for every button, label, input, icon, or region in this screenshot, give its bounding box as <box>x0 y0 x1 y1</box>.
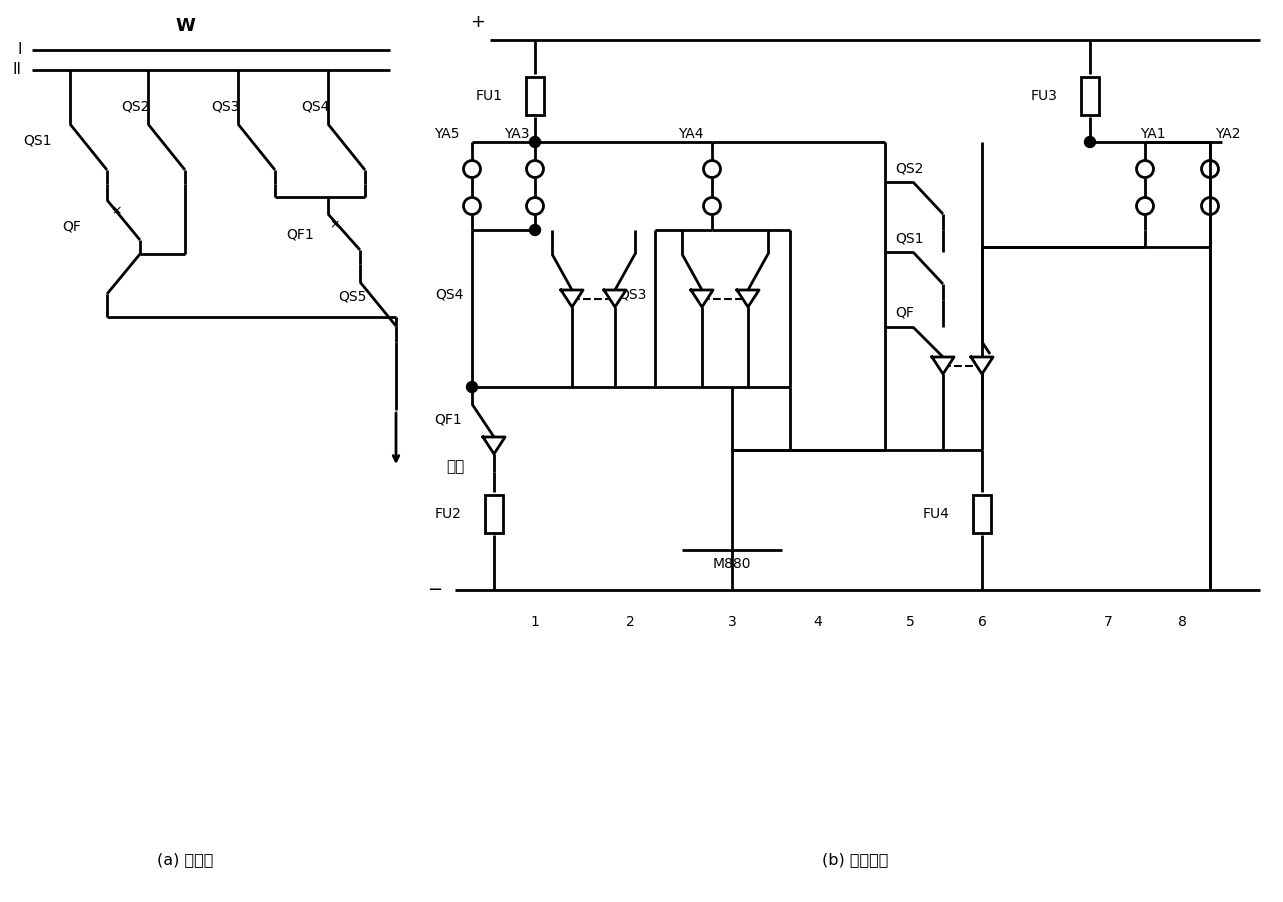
Text: II: II <box>13 62 22 78</box>
Text: 1: 1 <box>531 615 539 629</box>
Text: YA3: YA3 <box>504 127 530 141</box>
Text: QS1: QS1 <box>23 133 53 147</box>
Text: QF: QF <box>62 220 81 234</box>
Text: QS4: QS4 <box>300 100 330 114</box>
Text: I: I <box>18 42 22 58</box>
Polygon shape <box>931 357 955 374</box>
Text: FU1: FU1 <box>476 89 503 103</box>
Circle shape <box>530 136 540 148</box>
Text: 4: 4 <box>813 615 822 629</box>
Text: QS5: QS5 <box>337 290 367 304</box>
Text: 2: 2 <box>626 615 634 629</box>
Text: +: + <box>471 13 485 31</box>
Text: QS3: QS3 <box>618 287 647 301</box>
Text: 5: 5 <box>906 615 915 629</box>
Bar <box>1082 77 1100 115</box>
Text: FU4: FU4 <box>924 507 949 521</box>
Text: FU3: FU3 <box>1032 89 1058 103</box>
Text: (b) 闭锁电路: (b) 闭锁电路 <box>822 852 888 868</box>
Text: ×: × <box>330 218 340 232</box>
Text: QS1: QS1 <box>896 231 924 245</box>
Text: 8: 8 <box>1178 615 1187 629</box>
Bar <box>485 495 503 533</box>
Text: YA4: YA4 <box>679 127 704 141</box>
Polygon shape <box>604 290 626 307</box>
Text: QS4: QS4 <box>436 287 464 301</box>
Text: YA5: YA5 <box>435 127 461 141</box>
Text: (a) 主电路: (a) 主电路 <box>157 852 213 868</box>
Text: 6: 6 <box>978 615 987 629</box>
Text: QF: QF <box>896 306 913 320</box>
Circle shape <box>467 382 477 392</box>
Text: −: − <box>427 581 443 599</box>
Text: YA1: YA1 <box>1141 127 1166 141</box>
Text: 3: 3 <box>727 615 736 629</box>
Text: 7: 7 <box>1103 615 1112 629</box>
Text: QS2: QS2 <box>896 161 924 175</box>
Bar <box>973 495 990 533</box>
Polygon shape <box>971 357 993 374</box>
Circle shape <box>530 225 540 235</box>
Polygon shape <box>692 290 713 307</box>
Text: M880: M880 <box>713 557 752 571</box>
Text: QF1: QF1 <box>286 227 314 241</box>
Text: 馈线: 馈线 <box>446 459 464 474</box>
Polygon shape <box>482 437 506 454</box>
Text: W: W <box>174 17 195 35</box>
Bar <box>526 77 544 115</box>
Text: QF1: QF1 <box>434 413 462 427</box>
Text: YA2: YA2 <box>1215 127 1241 141</box>
Text: QS2: QS2 <box>121 100 149 114</box>
Polygon shape <box>736 290 760 307</box>
Text: QS3: QS3 <box>210 100 239 114</box>
Text: FU2: FU2 <box>435 507 462 521</box>
Text: ×: × <box>112 205 122 217</box>
Polygon shape <box>561 290 582 307</box>
Circle shape <box>1084 136 1096 148</box>
